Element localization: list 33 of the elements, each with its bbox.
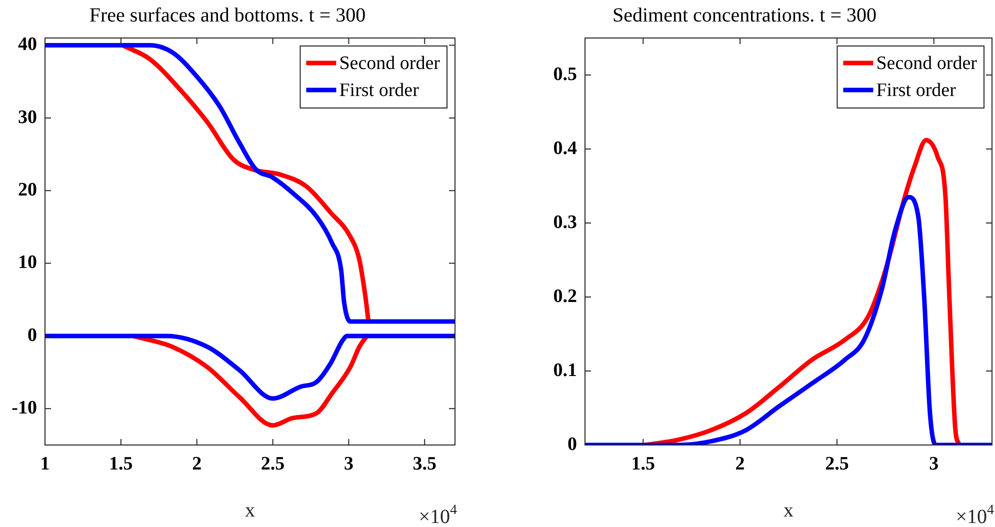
y-tick-label: -10 (12, 398, 37, 419)
y-tick-label: 0.4 (553, 138, 578, 159)
y-tick-label: 0.5 (553, 64, 577, 85)
line-series (585, 194, 992, 445)
x-axis-title: x (245, 499, 255, 522)
x-tick-label: 1.5 (631, 453, 656, 474)
x-tick-label: 2 (735, 453, 745, 474)
x-tick-label: 2.5 (825, 453, 849, 474)
x-axis-title: x (784, 499, 794, 522)
legend-label: First order (876, 80, 957, 101)
y-tick-label: 0.3 (553, 212, 577, 233)
y-tick-label: 0 (568, 434, 577, 455)
chart-title: Free surfaces and bottoms. t = 300 (89, 4, 366, 26)
x-tick-label: 2.5 (260, 453, 285, 474)
chart-title: Sediment concentrations. t = 300 (612, 4, 877, 26)
y-tick-label: 30 (18, 106, 37, 128)
line-series (45, 43, 455, 324)
x-tick-label: 3 (929, 453, 939, 474)
x-tick-label: 1 (40, 453, 50, 474)
legend-label: Second order (876, 52, 978, 74)
y-tick-label: 40 (18, 34, 37, 56)
y-tick-label: 0.2 (553, 286, 577, 307)
x-tick-label: 3 (344, 453, 354, 474)
y-tick-label: 0.1 (553, 360, 577, 381)
y-tick-label: 0 (28, 324, 37, 346)
line-series (45, 334, 455, 401)
legend-label: Second order (339, 52, 441, 74)
y-tick-label: 20 (18, 180, 37, 201)
x-tick-label: 1.5 (109, 453, 133, 474)
x-tick-label: 3.5 (412, 453, 437, 474)
legend-label: First order (339, 80, 420, 101)
x-tick-label: 2 (192, 453, 202, 474)
y-tick-label: 10 (18, 252, 37, 274)
